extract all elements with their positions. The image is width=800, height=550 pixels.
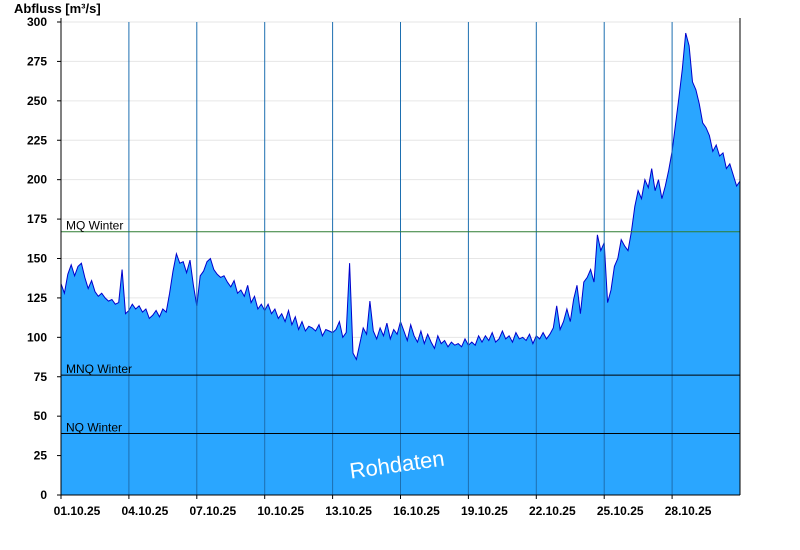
y-axis-ticks: 0 25 50 75 100 125 150 175 200 225 250 275 300 (27, 15, 61, 502)
y-tick-label: 200 (27, 173, 47, 187)
y-tick-label: 75 (34, 370, 48, 384)
x-tick-label: 22.10.25 (529, 504, 576, 518)
x-tick-label: 13.10.25 (325, 504, 372, 518)
y-tick-label: 250 (27, 94, 47, 108)
reference-line-label: MNQ Winter (66, 362, 132, 376)
x-tick-label: 19.10.25 (461, 504, 508, 518)
y-tick-label: 275 (27, 54, 47, 68)
y-tick-label: 175 (27, 212, 47, 226)
x-tick-label: 04.10.25 (122, 504, 169, 518)
y-axis-title: Abfluss [m³/s] (14, 1, 101, 16)
y-tick-label: 0 (40, 488, 47, 502)
reference-line-label: MQ Winter (66, 219, 123, 233)
reference-lines-layer: MQ Winter MNQ Winter NQ Winter (61, 219, 740, 435)
data-area-layer (60, 22, 741, 495)
y-tick-label: 150 (27, 252, 47, 266)
y-tick-label: 100 (27, 330, 47, 344)
discharge-area (61, 33, 740, 495)
y-tick-label: 225 (27, 133, 47, 147)
x-tick-label: 10.10.25 (257, 504, 304, 518)
y-tick-label: 25 (34, 449, 48, 463)
x-tick-label: 28.10.25 (665, 504, 712, 518)
x-tick-label: 16.10.25 (393, 504, 440, 518)
x-tick-label: 07.10.25 (189, 504, 236, 518)
y-tick-label: 50 (34, 409, 48, 423)
reference-line-label: NQ Winter (66, 421, 122, 435)
x-tick-label: 01.10.25 (54, 504, 101, 518)
y-tick-label: 300 (27, 15, 47, 29)
x-tick-label: 25.10.25 (597, 504, 644, 518)
y-tick-label: 125 (27, 291, 47, 305)
x-axis-ticks: 01.10.25 04.10.25 07.10.25 10.10.25 13.10.25… (54, 495, 712, 518)
